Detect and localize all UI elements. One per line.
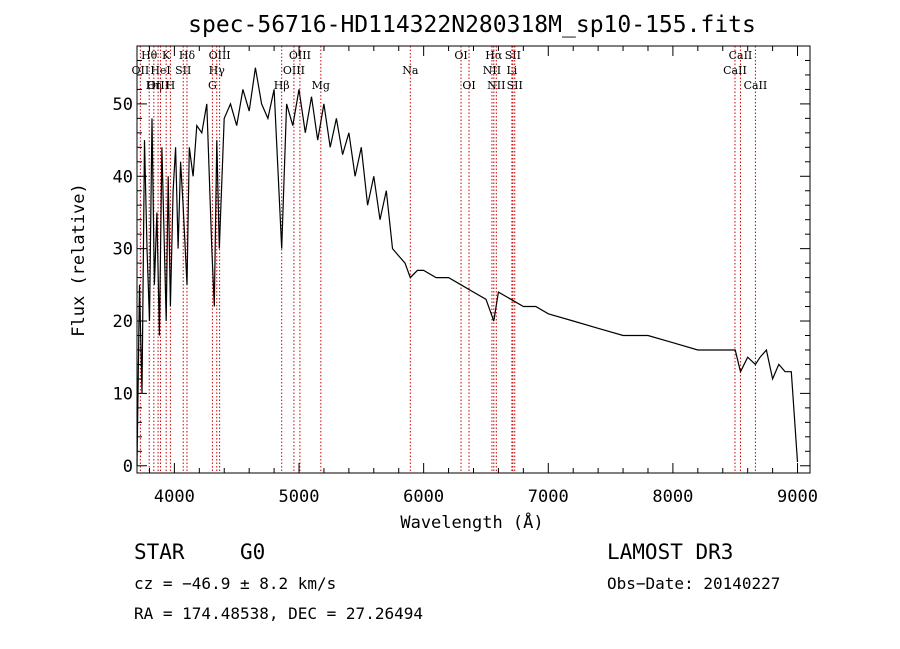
line-label: Mg bbox=[312, 79, 330, 92]
line-label: Hδ bbox=[179, 49, 196, 62]
line-label: CaII bbox=[729, 49, 753, 62]
line-label: CaII bbox=[744, 79, 768, 92]
line-label: NII bbox=[487, 79, 505, 92]
spectrum-chart: spec-56716-HD114322N280318M_sp10-155.fit… bbox=[69, 12, 818, 533]
line-label: Na bbox=[402, 64, 419, 77]
y-tick-label: 30 bbox=[113, 240, 133, 260]
y-tick-label: 40 bbox=[113, 167, 133, 187]
line-label: SII bbox=[175, 64, 191, 77]
chart-title: spec-56716-HD114322N280318M_sp10-155.fit… bbox=[188, 12, 756, 38]
line-label: OIII bbox=[289, 49, 311, 62]
line-label: OI bbox=[462, 79, 475, 92]
x-tick-label: 6000 bbox=[403, 487, 444, 507]
spectral-subclass: G0 bbox=[240, 540, 266, 564]
line-label: Hβ bbox=[274, 79, 290, 92]
line-label: Hθ bbox=[141, 49, 158, 62]
line-label: H bbox=[166, 79, 176, 92]
y-tick-label: 0 bbox=[123, 457, 133, 477]
line-label: SII bbox=[507, 79, 523, 92]
plot-frame bbox=[136, 45, 811, 474]
line-label: CaII bbox=[723, 64, 747, 77]
x-tick-label: 5000 bbox=[279, 487, 320, 507]
line-label: K bbox=[162, 49, 171, 62]
line-label: G bbox=[208, 79, 217, 92]
y-axis: 0 10 20 30 40 50 bbox=[113, 59, 810, 477]
line-label: Hη bbox=[146, 79, 162, 92]
line-label: OIII bbox=[209, 49, 231, 62]
y-tick-label: 50 bbox=[113, 95, 133, 115]
spectrum-line bbox=[136, 67, 799, 466]
redshift-velocity: cz = −46.9 ± 8.2 km/s bbox=[134, 574, 337, 593]
y-axis-label: Flux (relative) bbox=[69, 183, 89, 337]
observation-date: Obs−Date: 20140227 bbox=[607, 574, 781, 593]
line-label: OI bbox=[454, 49, 467, 62]
line-label: OIII bbox=[147, 79, 169, 92]
x-tick-label: 9000 bbox=[777, 487, 818, 507]
line-label: NII bbox=[483, 64, 501, 77]
line-label: OII bbox=[132, 64, 150, 77]
line-label: SII bbox=[505, 49, 521, 62]
line-label: OIII bbox=[283, 64, 305, 77]
x-axis: 4000 5000 6000 7000 8000 9000 bbox=[148, 46, 818, 507]
coordinates: RA = 174.48538, DEC = 27.26494 bbox=[134, 604, 423, 623]
line-label: Li bbox=[506, 64, 517, 77]
y-tick-label: 20 bbox=[113, 312, 133, 332]
survey-name: LAMOST DR3 bbox=[607, 540, 734, 564]
line-label: HeI bbox=[150, 64, 170, 77]
x-tick-label: 7000 bbox=[528, 487, 569, 507]
line-label: Hα bbox=[485, 49, 503, 62]
line-label: Hγ bbox=[209, 64, 226, 77]
x-tick-label: 8000 bbox=[652, 487, 693, 507]
y-tick-label: 10 bbox=[113, 384, 133, 404]
x-tick-label: 4000 bbox=[154, 487, 195, 507]
x-axis-label: Wavelength (Å) bbox=[400, 511, 543, 533]
object-type: STAR bbox=[134, 540, 185, 564]
